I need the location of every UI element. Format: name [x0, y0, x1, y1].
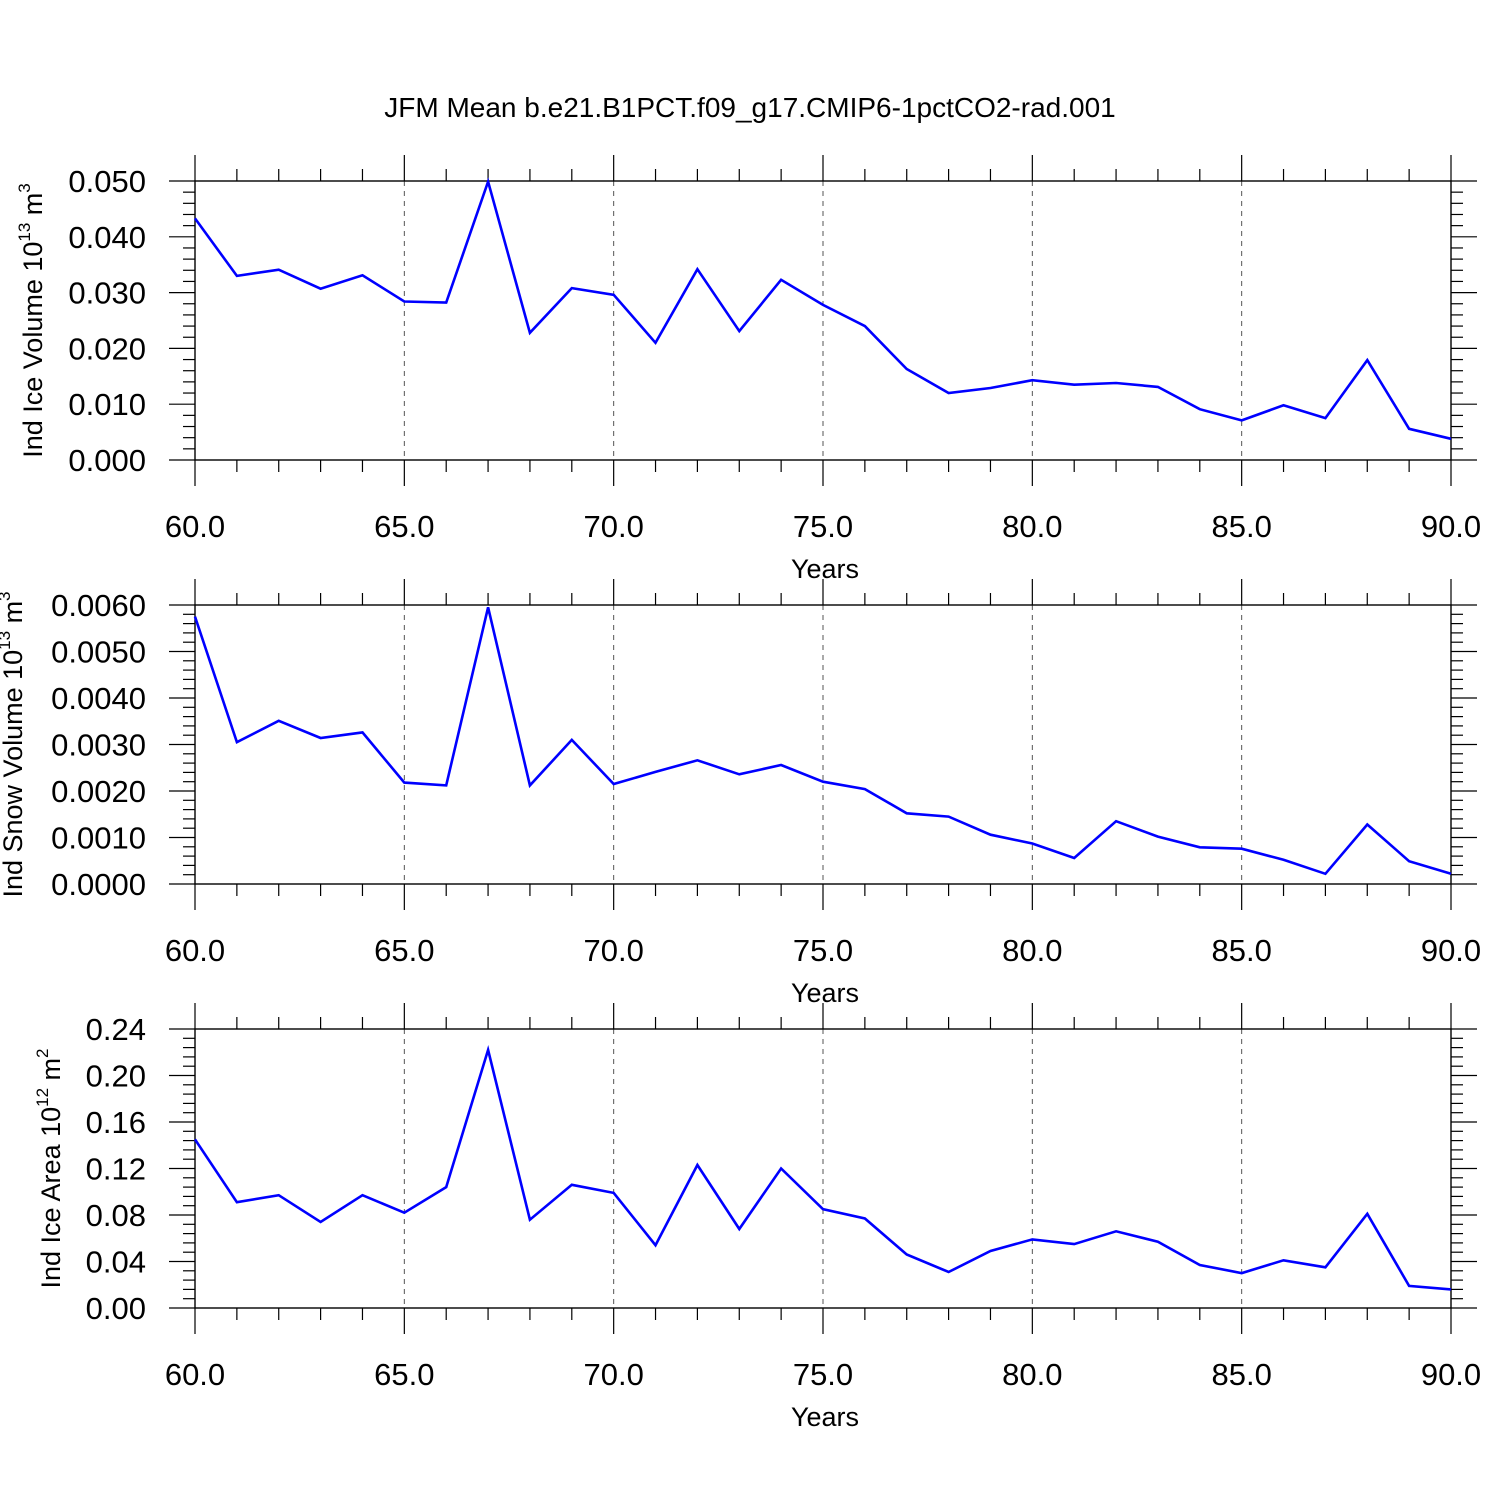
x-tick-label: 70.0: [583, 1357, 643, 1392]
x-tick-label: 80.0: [1002, 509, 1062, 544]
x-tick-label: 65.0: [374, 933, 434, 968]
y-tick-label: 0.0050: [51, 635, 146, 670]
y-tick-label: 0.24: [86, 1012, 146, 1047]
x-tick-label: 85.0: [1211, 1357, 1271, 1392]
y-tick-label: 0.030: [68, 276, 146, 311]
y-axis-label-unit-exponent: 3: [15, 183, 34, 192]
y-tick-label: 0.16: [86, 1105, 146, 1140]
y-axis-label: Ind Ice Area 1012 m2: [33, 1048, 66, 1288]
x-tick-label: 60.0: [165, 1357, 225, 1392]
y-tick-label: 0.0060: [51, 588, 146, 623]
x-tick-label: 75.0: [793, 509, 853, 544]
x-tick-label: 70.0: [583, 933, 643, 968]
y-axis-label: Ind Ice Volume 1013 m3: [15, 183, 48, 458]
plot-frame: [194, 1028, 1452, 1309]
x-tick-label: 60.0: [165, 933, 225, 968]
x-axis-label: Years: [791, 1402, 859, 1432]
y-axis-label-exponent: 12: [33, 1088, 52, 1107]
y-axis-label-text: Ind Snow Volume 10: [0, 650, 28, 898]
y-tick-label: 0.050: [68, 164, 146, 199]
x-tick-label: 90.0: [1421, 933, 1481, 968]
y-tick-label: 0.010: [68, 387, 146, 422]
x-axis-label: Years: [791, 978, 859, 1008]
x-tick-label: 90.0: [1421, 509, 1481, 544]
y-axis-label-exponent: 13: [15, 223, 34, 242]
y-axis-label-exponent: 13: [0, 631, 14, 650]
x-tick-label: 90.0: [1421, 1357, 1481, 1392]
x-tick-label: 65.0: [374, 509, 434, 544]
x-tick-label: 75.0: [793, 933, 853, 968]
y-axis-label: Ind Snow Volume 1013 m3: [0, 591, 28, 897]
y-axis-label-unit: m: [18, 193, 48, 223]
y-tick-label: 0.0020: [51, 774, 146, 809]
panel-1: 60.0 65.0 70.0 75.0 80.0 85.0 90.0 0.000 0.010 0.…: [15, 155, 1481, 584]
panel-2: 60.0 65.0 70.0 75.0 80.0 85.0 90.0 0.0000 0.0010…: [0, 579, 1481, 1008]
panels: 60.0 65.0 70.0 75.0 80.0 85.0 90.0 0.000 0.010 0.…: [0, 155, 1481, 1432]
x-tick-label: 70.0: [583, 509, 643, 544]
y-tick-label: 0.04: [86, 1245, 146, 1280]
y-tick-label: 0.000: [68, 443, 146, 478]
x-tick-label: 85.0: [1211, 933, 1271, 968]
y-axis-label-unit: m: [0, 601, 28, 631]
panel-3: 60.0 65.0 70.0 75.0 80.0 85.0 90.0 0.00 0.04 0.08…: [33, 1003, 1481, 1432]
y-axis-label-text: Ind Ice Volume 10: [18, 242, 48, 458]
y-tick-label: 0.08: [86, 1198, 146, 1233]
y-axis-label-unit-exponent: 2: [33, 1048, 52, 1057]
x-tick-label: 80.0: [1002, 1357, 1062, 1392]
y-tick-label: 0.00: [86, 1291, 146, 1326]
y-tick-label: 0.040: [68, 220, 146, 255]
y-tick-label: 0.20: [86, 1059, 146, 1094]
x-tick-label: 60.0: [165, 509, 225, 544]
y-tick-label: 0.12: [86, 1152, 146, 1187]
y-tick-label: 0.0000: [51, 867, 146, 902]
y-axis-label-unit-exponent: 3: [0, 591, 14, 600]
x-tick-label: 75.0: [793, 1357, 853, 1392]
series-line: [193, 177, 1452, 441]
y-tick-label: 0.0030: [51, 728, 146, 763]
x-axis-label: Years: [791, 554, 859, 584]
y-axis-label-unit: m: [36, 1058, 66, 1088]
y-axis-label-text: Ind Ice Area 10: [36, 1107, 66, 1289]
plot-frame: [194, 604, 1452, 885]
y-tick-label: 0.0040: [51, 681, 146, 716]
y-tick-label: 0.020: [68, 331, 146, 366]
plot-frame: [194, 180, 1452, 461]
x-tick-label: 80.0: [1002, 933, 1062, 968]
chart-title: JFM Mean b.e21.B1PCT.f09_g17.CMIP6-1pctC…: [384, 92, 1115, 123]
x-tick-label: 85.0: [1211, 509, 1271, 544]
y-tick-label: 0.0010: [51, 821, 146, 856]
x-tick-label: 65.0: [374, 1357, 434, 1392]
